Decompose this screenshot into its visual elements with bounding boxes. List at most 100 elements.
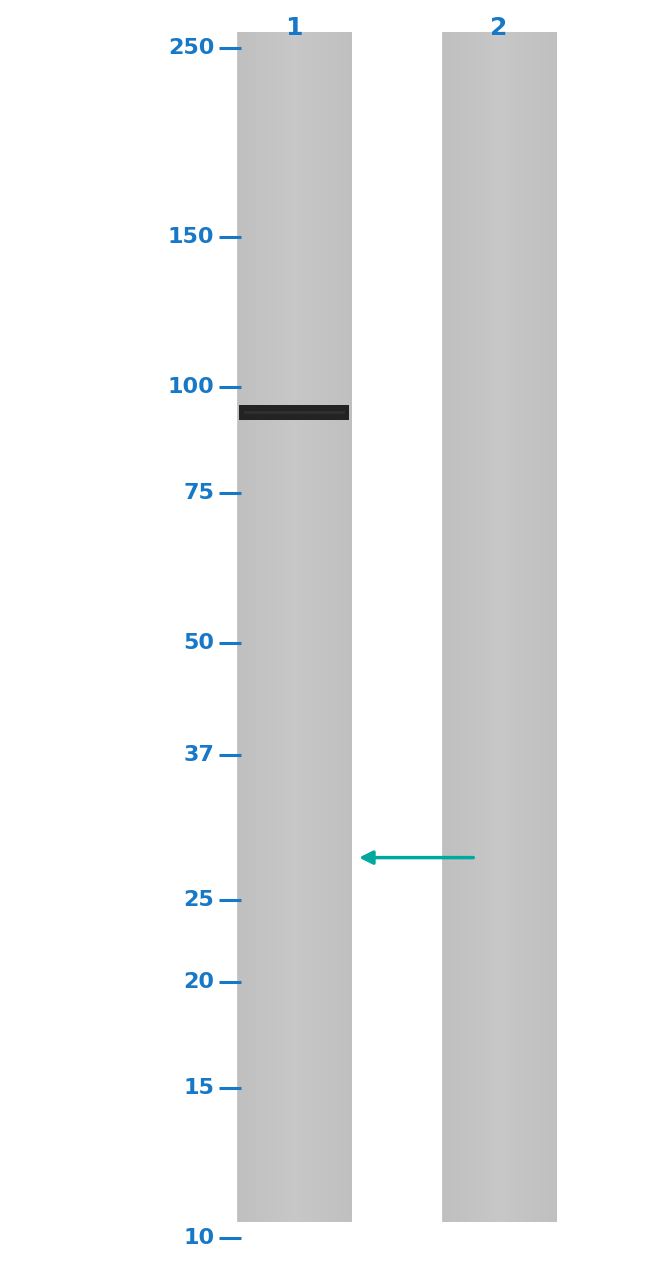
Bar — [519, 32, 521, 1222]
Bar — [540, 32, 541, 1222]
Bar — [502, 32, 504, 1222]
Bar — [448, 32, 450, 1222]
Bar — [261, 32, 263, 1222]
Bar — [541, 32, 543, 1222]
Bar — [328, 32, 329, 1222]
Bar — [305, 32, 306, 1222]
Bar — [316, 32, 318, 1222]
Bar — [257, 32, 259, 1222]
Bar — [268, 32, 270, 1222]
Bar — [555, 32, 556, 1222]
Bar — [346, 32, 348, 1222]
Bar — [335, 32, 337, 1222]
Bar — [274, 32, 276, 1222]
Bar — [515, 32, 517, 1222]
Bar — [513, 32, 515, 1222]
Bar — [337, 32, 339, 1222]
Text: 50: 50 — [183, 634, 214, 653]
Bar — [508, 32, 510, 1222]
Bar — [326, 32, 328, 1222]
Bar — [475, 32, 477, 1222]
Bar — [343, 32, 344, 1222]
Bar — [458, 32, 460, 1222]
Bar — [333, 32, 335, 1222]
Bar — [265, 32, 266, 1222]
Bar — [299, 32, 301, 1222]
Bar — [528, 32, 530, 1222]
Bar — [266, 32, 268, 1222]
Bar — [456, 32, 458, 1222]
Bar — [322, 32, 324, 1222]
Bar — [500, 32, 502, 1222]
Bar — [547, 32, 549, 1222]
Bar — [293, 32, 295, 1222]
Bar — [255, 32, 257, 1222]
Bar — [442, 32, 556, 1222]
Bar — [350, 32, 352, 1222]
Bar — [545, 32, 547, 1222]
Bar — [460, 32, 462, 1222]
Bar — [504, 32, 506, 1222]
Bar — [464, 32, 465, 1222]
Bar — [263, 32, 265, 1222]
Text: 150: 150 — [168, 227, 215, 248]
Bar — [490, 32, 492, 1222]
Bar — [348, 32, 350, 1222]
Text: 37: 37 — [183, 744, 214, 765]
Text: 75: 75 — [183, 484, 214, 503]
Bar — [303, 32, 305, 1222]
Bar — [270, 32, 272, 1222]
Bar — [291, 32, 293, 1222]
Bar — [443, 32, 445, 1222]
Bar — [287, 32, 289, 1222]
Bar — [447, 32, 448, 1222]
Bar — [481, 32, 483, 1222]
Bar — [310, 32, 312, 1222]
Bar — [485, 32, 487, 1222]
Bar — [295, 32, 297, 1222]
Bar — [487, 32, 488, 1222]
Bar — [517, 32, 519, 1222]
Bar — [329, 32, 331, 1222]
Bar — [272, 32, 274, 1222]
Bar — [339, 32, 341, 1222]
Bar — [510, 32, 511, 1222]
Bar — [254, 32, 255, 1222]
Bar — [237, 32, 351, 1222]
Bar — [494, 32, 496, 1222]
Bar — [324, 32, 326, 1222]
Bar — [252, 32, 254, 1222]
Bar — [259, 32, 261, 1222]
Bar — [469, 32, 471, 1222]
Bar — [282, 32, 283, 1222]
Bar — [445, 32, 447, 1222]
Bar — [471, 32, 473, 1222]
Bar — [526, 32, 528, 1222]
Bar — [477, 32, 479, 1222]
Bar — [525, 32, 527, 1222]
Bar — [306, 32, 308, 1222]
Bar — [467, 32, 469, 1222]
Bar — [492, 32, 494, 1222]
Bar — [308, 32, 310, 1222]
Text: 100: 100 — [168, 377, 215, 398]
Bar — [331, 32, 333, 1222]
Bar — [452, 32, 454, 1222]
Bar — [465, 32, 467, 1222]
Text: 15: 15 — [183, 1078, 214, 1099]
Bar — [506, 32, 508, 1222]
Text: 25: 25 — [184, 889, 214, 909]
Bar — [283, 32, 285, 1222]
Bar — [534, 32, 536, 1222]
Bar — [244, 411, 344, 414]
Bar — [479, 32, 481, 1222]
Bar — [530, 32, 532, 1222]
Bar — [297, 32, 299, 1222]
Bar — [473, 32, 475, 1222]
Bar — [462, 32, 464, 1222]
Text: 250: 250 — [168, 38, 214, 58]
Bar — [240, 32, 242, 1222]
Bar — [551, 32, 553, 1222]
Bar — [239, 405, 349, 420]
Bar — [488, 32, 490, 1222]
